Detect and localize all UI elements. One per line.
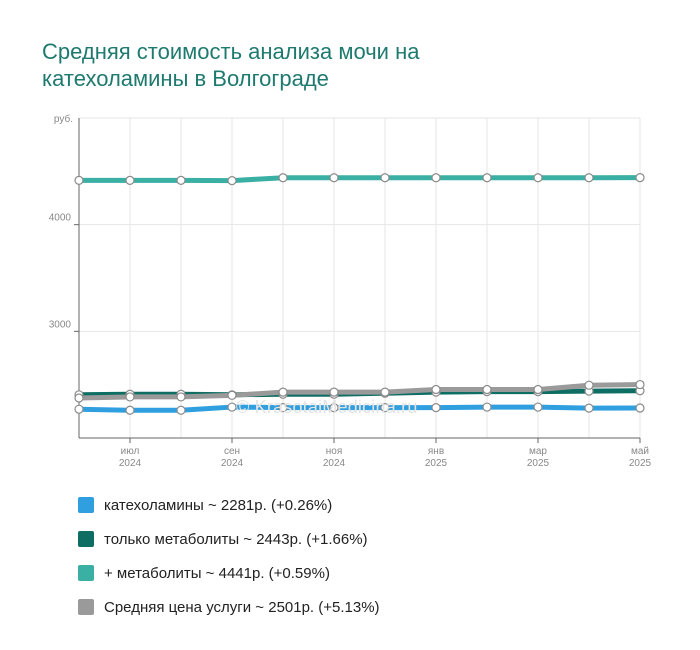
x-tick-label-year: 2024	[119, 458, 142, 469]
legend-swatch	[78, 599, 94, 615]
series-point-2	[176, 175, 186, 185]
series-point-2	[74, 175, 84, 185]
legend-label: Средняя цена услуги ~ 2501р. (+5.13%)	[104, 598, 380, 616]
series-point-0	[482, 402, 492, 412]
series-point-2	[380, 173, 390, 183]
legend-item-plus-metabolites[interactable]: + метаболиты ~ 4441р. (+0.59%)	[78, 556, 380, 590]
x-tick-label-year: 2025	[527, 458, 550, 469]
series-point-3	[584, 380, 594, 390]
x-tick-label-year: 2025	[425, 458, 448, 469]
legend-label: катехоламины ~ 2281р. (+0.26%)	[104, 496, 333, 514]
legend-label: + метаболиты ~ 4441р. (+0.59%)	[104, 564, 330, 582]
series-point-0	[533, 402, 543, 412]
series-point-0	[584, 403, 594, 413]
series-point-2	[584, 173, 594, 183]
legend-label: только метаболиты ~ 2443р. (+1.66%)	[104, 530, 368, 548]
legend-item-average-price[interactable]: Средняя цена услуги ~ 2501р. (+5.13%)	[78, 590, 380, 624]
chart-title-line-1: Средняя стоимость анализа мочи на	[42, 39, 420, 64]
series-point-3	[533, 384, 543, 395]
series-point-0	[125, 405, 135, 415]
legend-item-metabolites-only[interactable]: только метаболиты ~ 2443р. (+1.66%)	[78, 522, 380, 556]
series-point-3	[329, 387, 339, 397]
chart-title: Средняя стоимость анализа мочи на катехо…	[42, 38, 562, 92]
series-line-3	[76, 382, 643, 401]
y-tick-label: 4000	[49, 213, 72, 224]
legend-swatch	[78, 531, 94, 547]
x-tick-label-month: ноя	[326, 446, 343, 457]
legend-item-catecholamines[interactable]: катехоламины ~ 2281р. (+0.26%)	[78, 488, 380, 522]
series-point-0	[635, 403, 645, 413]
series-point-0	[329, 403, 339, 413]
series-point-3	[278, 387, 288, 397]
series-point-3	[125, 392, 135, 402]
series-point-3	[482, 384, 492, 395]
x-tick-label-year: 2024	[323, 458, 346, 469]
series-point-2	[278, 173, 288, 183]
series-point-0	[278, 403, 288, 413]
y-tick-label: 3000	[49, 319, 72, 330]
x-tick-label-month: сен	[224, 446, 240, 457]
series-point-2	[431, 173, 441, 183]
x-tick-label-month: янв	[428, 446, 444, 457]
series-point-0	[380, 403, 390, 413]
series-point-3	[380, 387, 390, 397]
chart-title-line-2: катехоламины в Волгограде	[42, 66, 329, 91]
series-point-2	[329, 173, 339, 183]
series-point-2	[533, 173, 543, 183]
series-point-0	[176, 405, 186, 415]
series-point-0	[227, 402, 237, 412]
x-tick-label-month: мар	[529, 446, 547, 457]
x-tick-label-month: июл	[121, 446, 140, 457]
x-tick-label-month: май	[631, 446, 649, 457]
series-point-3	[227, 390, 237, 400]
chart-legend: катехоламины ~ 2281р. (+0.26%) только ме…	[78, 488, 380, 624]
line-chart: руб.40003000июл2024сен2024ноя2024янв2025…	[49, 113, 652, 469]
legend-swatch	[78, 565, 94, 581]
series-point-3	[635, 379, 645, 390]
series-point-2	[125, 175, 135, 185]
y-axis-unit-label: руб.	[54, 113, 73, 125]
series-line-0	[76, 404, 643, 413]
series-line-2	[76, 175, 643, 184]
series-point-2	[482, 173, 492, 183]
series-point-0	[431, 403, 441, 413]
series-point-3	[431, 384, 441, 395]
series-point-0	[74, 404, 84, 414]
series-point-2	[227, 176, 237, 186]
legend-swatch	[78, 497, 94, 513]
x-tick-label-year: 2025	[629, 458, 652, 469]
series-point-3	[176, 392, 186, 402]
x-tick-label-year: 2024	[221, 458, 244, 469]
series-point-2	[635, 173, 645, 183]
watermark: © KrasotaiMedicina.ru	[236, 397, 418, 417]
series-point-3	[74, 393, 84, 403]
